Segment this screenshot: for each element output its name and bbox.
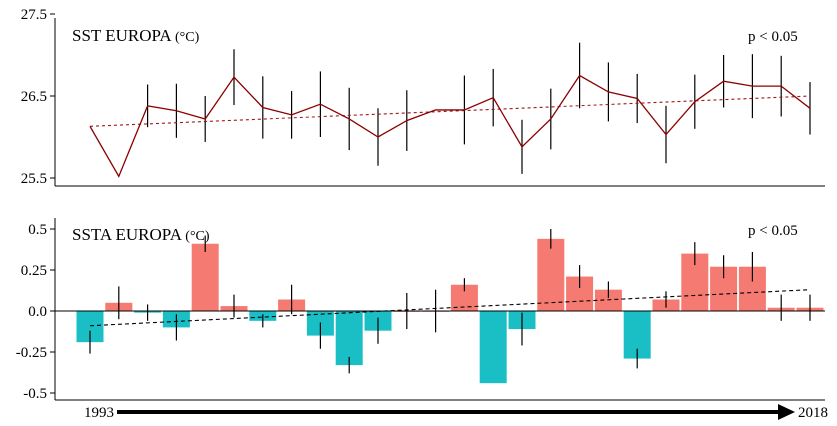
ssta-y-tick-label: -0.25 — [16, 345, 47, 361]
ssta-bar — [537, 239, 564, 311]
ssta-panel: SSTA EUROPA (°C) p < 0.05 -0.5 -0.25 0.0 0.… — [16, 218, 825, 402]
sst-trend-segment — [90, 96, 810, 126]
timeline-end-label: 2018 — [798, 405, 828, 421]
sst-title: SST EUROPA (°C) — [72, 26, 200, 45]
timeline-start-label: 1993 — [84, 405, 114, 421]
sst-trend-line — [90, 96, 810, 126]
ssta-bar — [192, 244, 219, 311]
timeline-arrowhead — [778, 404, 795, 420]
ssta-y-tick-label: 0.5 — [28, 222, 47, 238]
ssta-bar — [480, 311, 507, 383]
timeline: 1993 2018 — [84, 404, 828, 421]
sst-panel: SST EUROPA (°C) p < 0.05 25.5 26.5 27.5 — [21, 7, 825, 187]
ssta-title: SSTA EUROPA (°C) — [72, 225, 210, 244]
sst-error-bars — [148, 43, 810, 174]
sst-series-line — [90, 75, 810, 176]
ssta-y-ticks: -0.5 -0.25 0.0 0.25 0.5 — [16, 222, 55, 402]
ssta-y-tick-label: 0.25 — [21, 263, 47, 279]
sst-y-tick-label: 25.5 — [21, 171, 47, 187]
sst-y-tick-label: 26.5 — [21, 89, 47, 105]
ssta-y-tick-label: 0.0 — [28, 304, 47, 320]
sst-p-value: p < 0.05 — [748, 29, 798, 45]
sst-series-polyline — [90, 76, 810, 177]
ssta-p-value: p < 0.05 — [748, 223, 798, 239]
sst-y-ticks: 25.5 26.5 27.5 — [21, 7, 55, 187]
ssta-y-tick-label: -0.5 — [23, 386, 47, 402]
sst-y-tick-label: 27.5 — [21, 7, 47, 23]
